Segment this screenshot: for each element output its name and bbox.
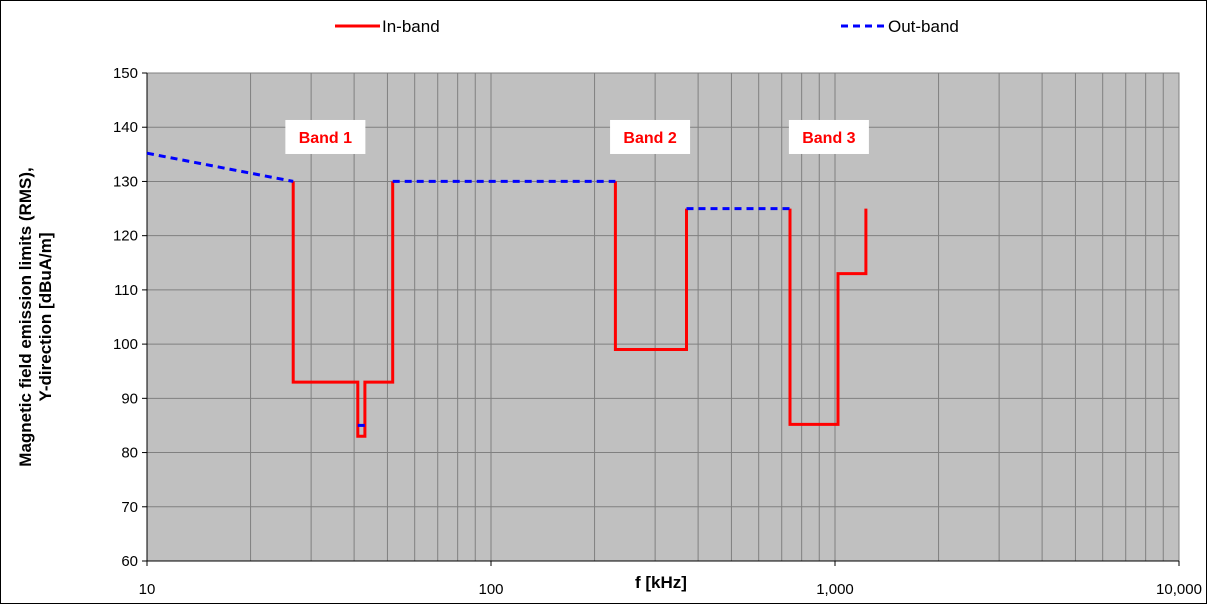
band-label: Band 2 <box>610 119 691 154</box>
x-tick-label: 100 <box>478 581 503 598</box>
band-label-text: Band 1 <box>299 130 352 147</box>
x-axis-title: f [kHz] <box>635 573 687 592</box>
x-tick-label: 10,000 <box>1156 581 1202 598</box>
y-tick-label: 120 <box>113 228 138 245</box>
y-tick-label: 60 <box>121 553 138 570</box>
legend-label: In-band <box>382 17 440 36</box>
legend-item: Out-band <box>841 17 959 36</box>
legend-label: Out-band <box>888 17 959 36</box>
band-label-text: Band 2 <box>623 130 676 147</box>
y-tick-label: 80 <box>121 445 138 462</box>
y-tick-label: 130 <box>113 173 138 190</box>
x-tick-label: 1,000 <box>816 581 854 598</box>
series-out-band-segment <box>146 151 294 183</box>
y-tick-label: 90 <box>121 390 138 407</box>
series-in-band-segment <box>613 181 688 351</box>
y-tick-label: 140 <box>113 119 138 136</box>
legend-item: In-band <box>335 17 440 36</box>
y-axis-title: Magnetic field emission limits (RMS), Y-d… <box>16 167 55 466</box>
y-axis-title-line2: Y-direction [dBuA/m] <box>36 232 55 401</box>
y-tick-label: 110 <box>114 282 138 299</box>
plot-area <box>146 72 1180 562</box>
band-label-box <box>788 119 869 154</box>
series-in-band-segment <box>788 208 868 426</box>
band-label: Band 3 <box>788 119 869 154</box>
x-tick-label: 10 <box>139 581 156 598</box>
y-tick-label: 70 <box>121 499 138 516</box>
y-tick-label: 100 <box>113 336 138 353</box>
band-label: Band 1 <box>285 119 366 154</box>
y-tick-label: 150 <box>113 65 138 82</box>
y-axis-title-line1: Magnetic field emission limits (RMS), <box>16 167 35 466</box>
band-label-box <box>610 119 691 154</box>
series-in-band-segment <box>291 181 395 438</box>
band-label-box <box>285 119 366 154</box>
band-label-text: Band 3 <box>802 130 855 147</box>
